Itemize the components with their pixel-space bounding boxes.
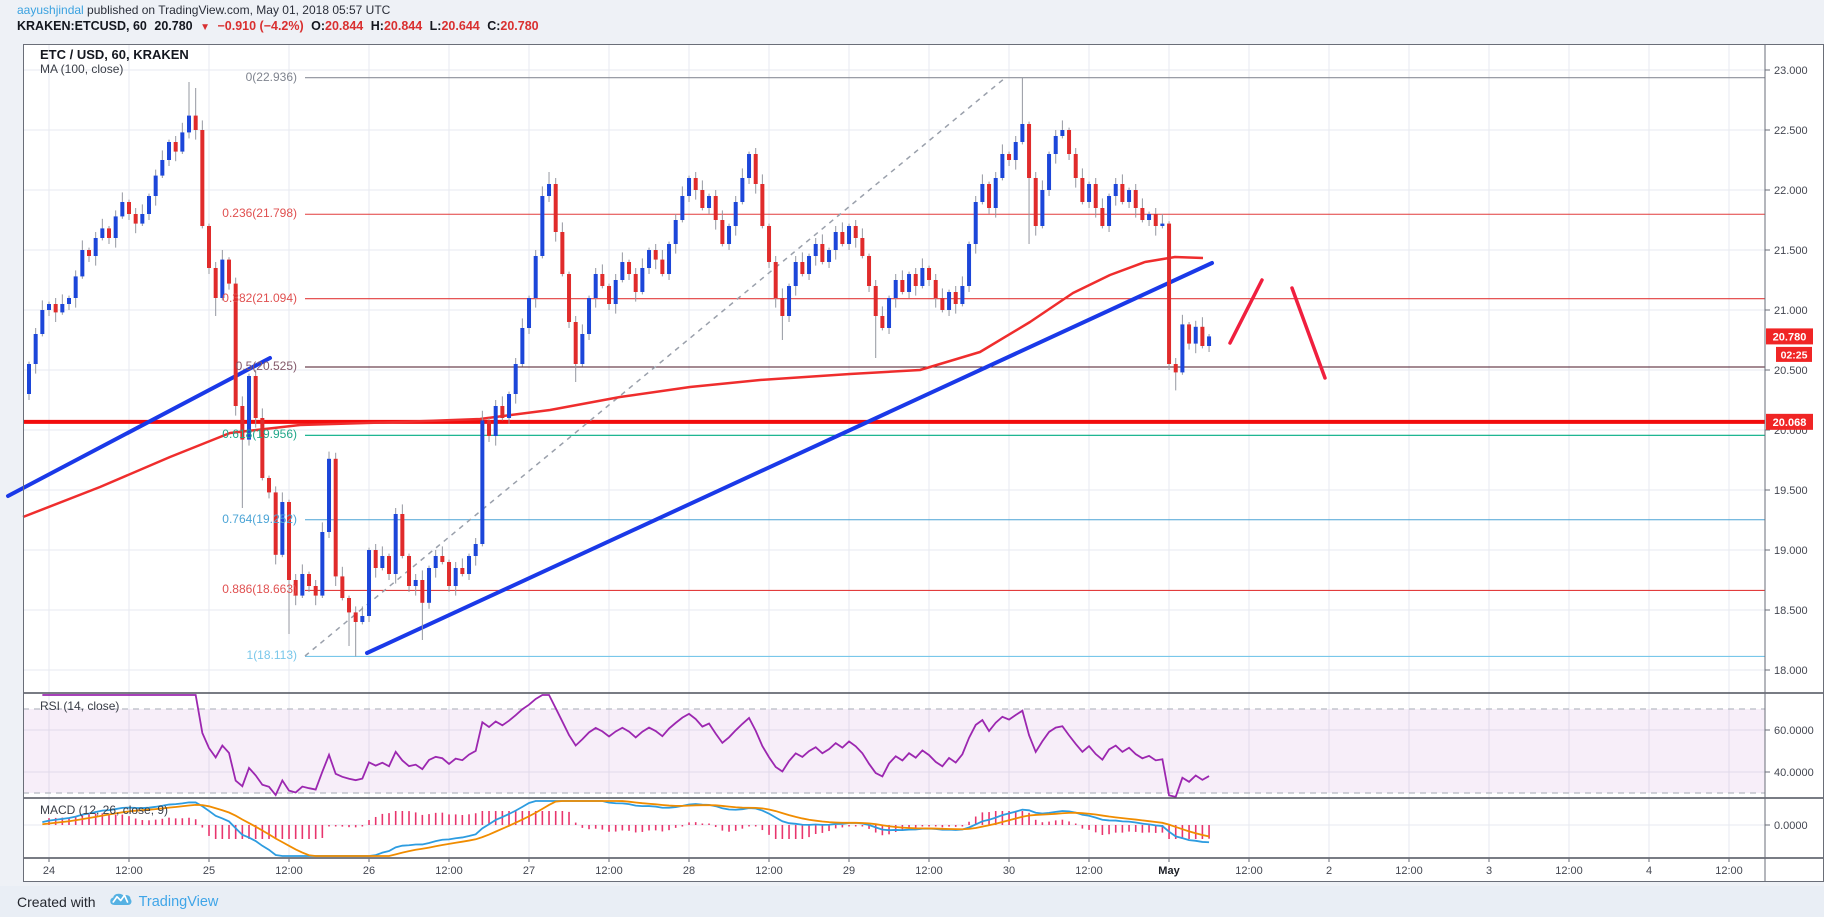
time-tick-label: 27 — [523, 865, 535, 877]
time-axis: 24 12:00 25 12:00 26 12:00 27 12:00 28 12:00 29 12:… — [43, 858, 1743, 877]
pane-legend-macd: MACD (12, 26, close, 9) — [40, 803, 169, 817]
fib-label: 0(22.936) — [245, 69, 297, 84]
rsi-tick-label: 40.0000 — [1774, 767, 1814, 779]
time-tick-label: 12:00 — [1075, 865, 1103, 877]
candles — [27, 77, 1212, 657]
price-tick-label: 21.000 — [1774, 305, 1808, 317]
fib-label: 0.764(19.252) — [222, 511, 297, 526]
time-tick-label: 24 — [43, 865, 55, 877]
fib-trend-dashed-line — [304, 77, 1006, 657]
time-tick-label: 12:00 — [275, 865, 303, 877]
open-label: O: — [311, 19, 326, 33]
projection-annotation — [1290, 286, 1327, 380]
rsi-line — [42, 694, 1210, 798]
trendline-2 — [365, 261, 1214, 655]
change-value: −0.910 (−4.2%) — [217, 19, 304, 33]
time-tick-label: 4 — [1646, 865, 1652, 877]
rsi-band — [23, 709, 1765, 793]
time-tick-label: 12:00 — [1395, 865, 1423, 877]
time-tick-label: 25 — [203, 865, 215, 877]
fib-label: 0.886(18.663) — [222, 582, 297, 597]
vertical-gridlines — [48, 44, 1730, 858]
low-value: 20.644 — [441, 19, 480, 33]
symbol-ohlc-bar: KRAKEN:ETCUSD, 60 20.780 ▼ −0.910 (−4.2%… — [17, 19, 543, 33]
fib-label: 0.382(21.094) — [222, 290, 297, 305]
price-badge — [1766, 328, 1813, 345]
high-value: 20.844 — [383, 19, 423, 33]
time-tick-label: 3 — [1486, 865, 1492, 877]
time-tick-label: 2 — [1326, 865, 1332, 877]
fib-label: 0.236(21.798) — [222, 206, 297, 221]
pane-legend-symbol: ETC / USD, 60, KRAKEN — [40, 47, 189, 62]
time-tick-label: 12:00 — [435, 865, 463, 877]
price-tick-label: 20.500 — [1774, 365, 1808, 377]
fib-label: 0.618(19.956) — [222, 427, 297, 442]
symbol-label: KRAKEN:ETCUSD, 60 — [17, 19, 147, 33]
price-tick-label: 22.500 — [1774, 125, 1808, 137]
high-label: H: — [370, 19, 384, 33]
close-label: C: — [487, 19, 501, 33]
svg-text:20.068: 20.068 — [1773, 417, 1807, 429]
macd-tick-label: 0.0000 — [1774, 820, 1808, 832]
macd-signal-line — [42, 800, 1210, 857]
open-value: 20.844 — [325, 19, 364, 33]
price-badge — [1766, 413, 1813, 430]
price-tick-label: 18.500 — [1774, 605, 1808, 617]
time-tick-label: 30 — [1003, 865, 1015, 877]
pane-legend-ma: MA (100, close) — [40, 62, 124, 76]
publish-text: published on TradingView.com, May 01, 20… — [83, 3, 391, 17]
down-arrow-icon: ▼ — [200, 22, 210, 33]
price-tick-label: 19.000 — [1774, 545, 1808, 557]
footer-bar: Created with TradingView — [0, 886, 1824, 917]
tradingview-logo-icon — [108, 891, 132, 912]
time-tick-label: 12:00 — [115, 865, 143, 877]
horizontal-gridlines — [23, 69, 1765, 826]
close-value: 20.780 — [500, 19, 539, 33]
low-label: L: — [429, 19, 442, 33]
price-tick-label: 21.500 — [1774, 245, 1808, 257]
svg-text:02:25: 02:25 — [1781, 349, 1808, 361]
created-with-text: Created with — [17, 893, 96, 910]
price-tick-label: 19.500 — [1774, 485, 1808, 497]
price-tick-label: 18.000 — [1774, 665, 1808, 677]
author-name[interactable]: aayushjindal — [17, 3, 84, 17]
time-tick-label: 12:00 — [755, 865, 783, 877]
time-tick-label: 12:00 — [1555, 865, 1583, 877]
fib-levels — [305, 77, 1765, 657]
fib-label: 0.5(20.525) — [235, 359, 297, 373]
time-tick-label: 12:00 — [1235, 865, 1263, 877]
price-badges: 20.780 02:25 20.068 — [1766, 328, 1813, 430]
price-tick-label: 22.000 — [1774, 185, 1808, 197]
fib-label: 1(18.113) — [246, 648, 297, 663]
time-tick-label: 12:00 — [915, 865, 943, 877]
time-tick-label: 12:00 — [595, 865, 623, 877]
macd-line — [42, 800, 1210, 857]
tradingview-brand-link[interactable]: TradingView — [138, 893, 219, 910]
price-badge — [1776, 346, 1812, 362]
trendline-1 — [6, 356, 272, 498]
publish-info: aayushjindal published on TradingView.co… — [17, 3, 390, 17]
projection-annotation — [1228, 278, 1264, 345]
time-tick-label: 12:00 — [1715, 865, 1743, 877]
time-tick-label: 29 — [843, 865, 855, 877]
time-tick-label: 28 — [683, 865, 695, 877]
price-axis: 23.000 22.500 22.000 21.500 21.000 20.500 20.0… — [1765, 65, 1814, 832]
last-price: 20.780 — [154, 19, 193, 33]
pane-legend-rsi: RSI (14, close) — [40, 699, 120, 713]
time-tick-label: 26 — [363, 865, 375, 877]
price-tick-label: 23.000 — [1774, 65, 1808, 77]
time-tick-label: May — [1158, 865, 1180, 877]
rsi-tick-label: 60.0000 — [1774, 725, 1814, 737]
svg-text:20.780: 20.780 — [1773, 331, 1807, 343]
